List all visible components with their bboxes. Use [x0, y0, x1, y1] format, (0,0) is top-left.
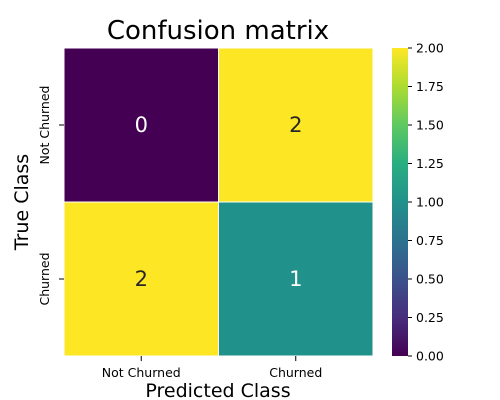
colorbar-ticks: 0.00 0.25 0.50 0.75 1.00 1.25 1.50 1.75 2.00 [408, 41, 444, 364]
heatmap-cell [218, 47, 374, 203]
colorbar-tick-label: 2.00 [416, 41, 444, 56]
y-tick-label: Not Churned [37, 86, 52, 165]
colorbar: 0.00 0.25 0.50 0.75 1.00 1.25 1.50 1.75 2.00 [392, 41, 444, 364]
colorbar-tick-label: 1.25 [416, 156, 444, 171]
colorbar-tick-label: 1.00 [416, 195, 444, 210]
colorbar-tick-label: 0.25 [416, 310, 444, 325]
heatmap-cell [63, 47, 219, 203]
colorbar-tick-label: 0.50 [416, 272, 444, 287]
x-axis: Not Churned Churned [102, 356, 322, 380]
heatmap-cell [63, 201, 219, 357]
chart-title: Confusion matrix [107, 16, 329, 46]
cell-value-label: 2 [289, 113, 302, 137]
y-tick-label: Churned [37, 252, 52, 305]
colorbar-tick-label: 0.75 [416, 233, 444, 248]
colorbar-tick-label: 1.50 [416, 118, 444, 133]
y-axis-title: True Class [11, 154, 33, 251]
cell-value-label: 2 [135, 267, 148, 291]
colorbar-tick-label: 1.75 [416, 79, 444, 94]
cell-value-label: 1 [289, 267, 302, 291]
colorbar-gradient [392, 48, 408, 356]
x-axis-title: Predicted Class [145, 380, 290, 400]
x-tick-label: Not Churned [102, 365, 181, 380]
x-tick-label: Churned [269, 365, 322, 380]
heatmap-cells: 0 2 2 1 [63, 47, 374, 357]
y-axis: Not Churned Churned [37, 86, 64, 306]
heatmap-cell [218, 201, 374, 357]
cell-value-label: 0 [135, 113, 148, 137]
colorbar-tick-label: 0.00 [416, 349, 444, 364]
